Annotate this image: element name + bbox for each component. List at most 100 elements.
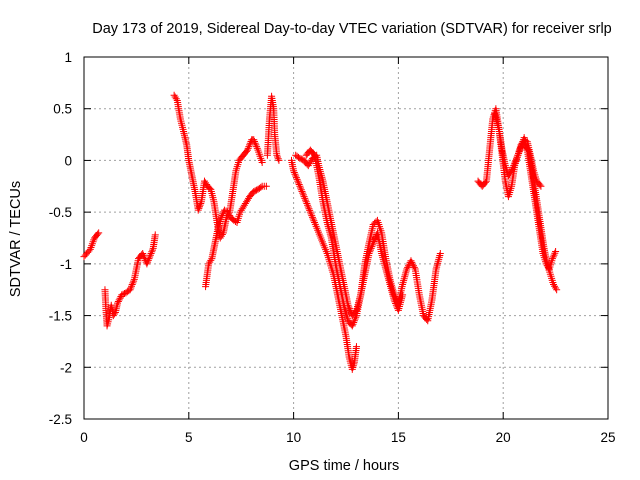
axis-ticks [83, 56, 609, 420]
data-point [147, 250, 155, 258]
data-point [217, 213, 225, 221]
x-tick-label: 10 [286, 430, 301, 445]
data-point [299, 189, 307, 197]
data-point [292, 172, 300, 180]
data-point [537, 182, 545, 190]
data-point [307, 210, 315, 218]
x-axis-label: GPS time / hours [289, 458, 399, 474]
data-point [435, 253, 443, 261]
y-tick-label: -2 [60, 360, 72, 375]
plot-area [83, 56, 609, 420]
data-point [292, 174, 300, 182]
chart-title: Day 173 of 2019, Sidereal Day-to-day VTE… [92, 21, 612, 37]
data-point [436, 250, 444, 258]
data-point [349, 362, 357, 370]
data-point [194, 206, 202, 214]
data-point [197, 199, 205, 207]
data-point [300, 193, 308, 201]
x-tick-label: 25 [600, 430, 615, 445]
data-point [196, 201, 204, 209]
data-point [371, 236, 379, 244]
data-point [407, 257, 415, 265]
data-point [514, 151, 522, 159]
data-point [346, 306, 354, 314]
data-point [290, 168, 298, 176]
data-point [257, 183, 265, 191]
data-point [352, 343, 360, 351]
data-point [293, 175, 301, 183]
data-point [253, 144, 261, 152]
data-point [146, 253, 154, 261]
data-point [536, 181, 544, 189]
y-tick-label: -1.5 [49, 309, 72, 324]
data-point [207, 256, 215, 264]
data-point [507, 168, 515, 176]
data-point [349, 320, 357, 328]
data-point [350, 318, 358, 326]
x-tick-label: 15 [391, 430, 406, 445]
data-point [301, 196, 309, 204]
data-point [513, 153, 521, 161]
data-point [250, 137, 258, 145]
data-point [143, 260, 151, 268]
data-point [309, 215, 317, 223]
data-point [130, 277, 138, 285]
data-point [512, 156, 520, 164]
data-point [146, 251, 154, 259]
data-point [290, 167, 298, 175]
data-point [408, 258, 416, 266]
data-point [304, 162, 312, 170]
data-point [304, 201, 312, 209]
data-point [401, 273, 409, 281]
data-point [258, 158, 266, 166]
data-point [303, 200, 311, 208]
data-point [390, 291, 398, 299]
data-point [510, 162, 518, 170]
x-tick-label: 20 [496, 430, 511, 445]
data-point [274, 155, 282, 163]
data-point [436, 251, 444, 259]
data-points [80, 91, 561, 373]
data-point [246, 141, 254, 149]
data-point [403, 265, 411, 273]
data-point [275, 156, 283, 164]
data-point [306, 208, 314, 216]
y-axis-label: SDTVAR / TECUs [8, 181, 24, 297]
data-point [245, 143, 253, 151]
grid [84, 57, 608, 419]
data-point [350, 360, 358, 368]
data-point [115, 296, 123, 304]
data-point [404, 263, 412, 271]
data-point [508, 167, 516, 175]
data-point [295, 181, 303, 189]
data-point [294, 177, 302, 185]
data-point [297, 186, 305, 194]
data-point [195, 203, 203, 211]
data-point [523, 145, 531, 153]
data-point [195, 204, 203, 212]
data-point [553, 286, 561, 294]
data-point [242, 147, 250, 155]
data-point [116, 294, 124, 302]
data-point [291, 170, 299, 178]
data-point [302, 198, 310, 206]
data-point [297, 184, 305, 192]
data-point [148, 246, 156, 254]
data-point [402, 269, 410, 277]
data-point [549, 253, 557, 261]
data-point [114, 298, 122, 306]
data-point [145, 255, 153, 263]
data-point [515, 148, 523, 156]
data-point [296, 182, 304, 190]
data-point [310, 150, 318, 158]
y-tick-label: -0.5 [49, 205, 72, 220]
data-point [400, 275, 408, 283]
data-point [305, 205, 313, 213]
data-point [349, 364, 357, 372]
data-point [552, 284, 560, 292]
data-point [250, 136, 258, 144]
data-point [127, 284, 135, 292]
y-tick-label: 1 [64, 50, 72, 65]
data-point [299, 191, 307, 199]
data-point [410, 263, 418, 271]
